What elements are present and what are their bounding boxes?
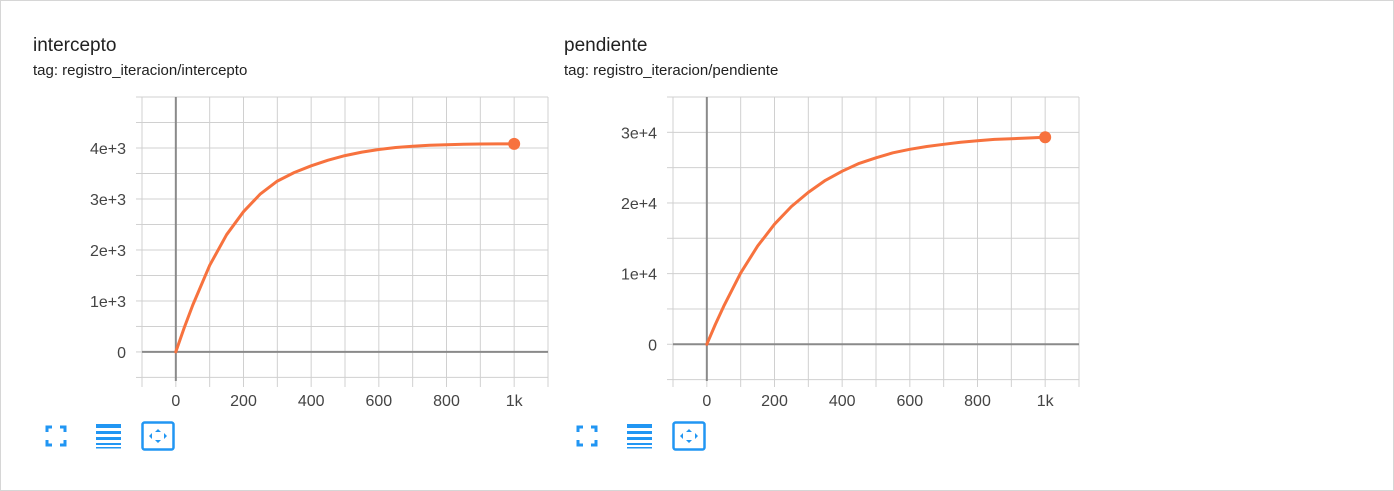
y-tick-label: 2e+4 — [621, 196, 657, 213]
data-table-icon — [96, 424, 121, 449]
y-tick-label: 0 — [117, 345, 126, 362]
y-tick-label: 4e+3 — [90, 141, 126, 158]
card-tag: tag: registro_iteracion/pendiente — [564, 62, 779, 79]
x-tick-label: 1k — [1037, 393, 1055, 410]
fit-domain-icon — [141, 421, 175, 451]
x-tick-label: 800 — [433, 393, 460, 410]
line-chart[interactable]: 0 200 400 600 800 1k 0 1e+4 2e+4 3e+4 — [532, 1, 1092, 421]
card-title: intercepto — [33, 35, 117, 56]
line-chart[interactable]: 0 200 400 600 800 1k 0 1e+3 2e+3 3e+3 4e+3 — [1, 1, 561, 421]
y-tick-label: 3e+4 — [621, 125, 657, 142]
fit-domain-icon — [672, 421, 706, 451]
last-point-marker — [508, 137, 521, 150]
scalar-card-pendiente: pendiente tag: registro_iteracion/pendie… — [532, 1, 1080, 481]
y-tick-label: 1e+4 — [621, 267, 657, 284]
y-tick-label: 2e+3 — [90, 243, 126, 260]
fullscreen-button[interactable] — [572, 421, 602, 451]
x-tick-label: 1k — [506, 393, 524, 410]
data-table-button[interactable] — [93, 421, 123, 451]
x-tick-label: 200 — [761, 393, 788, 410]
series-line — [174, 142, 516, 354]
y-tick-label: 1e+3 — [90, 294, 126, 311]
x-tick-label: 600 — [365, 393, 392, 410]
fit-domain-button[interactable] — [141, 421, 175, 451]
fullscreen-icon — [45, 425, 67, 447]
x-tick-label: 600 — [896, 393, 923, 410]
data-table-button[interactable] — [624, 421, 654, 451]
scalar-card-intercepto: intercepto tag: registro_iteracion/inter… — [1, 1, 549, 481]
card-tag: tag: registro_iteracion/intercepto — [33, 62, 248, 79]
x-tick-label: 400 — [298, 393, 325, 410]
x-tick-label: 200 — [230, 393, 257, 410]
data-table-icon — [627, 424, 652, 449]
card-title: pendiente — [564, 35, 648, 56]
y-tick-label: 3e+3 — [90, 192, 126, 209]
x-tick-label: 400 — [829, 393, 856, 410]
fit-domain-button[interactable] — [672, 421, 706, 451]
last-point-marker — [1039, 131, 1052, 144]
x-tick-label: 0 — [171, 393, 180, 410]
fullscreen-icon — [576, 425, 598, 447]
series-line — [705, 135, 1047, 346]
x-tick-label: 0 — [702, 393, 711, 410]
fullscreen-button[interactable] — [41, 421, 71, 451]
y-tick-label: 0 — [648, 337, 657, 354]
x-tick-label: 800 — [964, 393, 991, 410]
